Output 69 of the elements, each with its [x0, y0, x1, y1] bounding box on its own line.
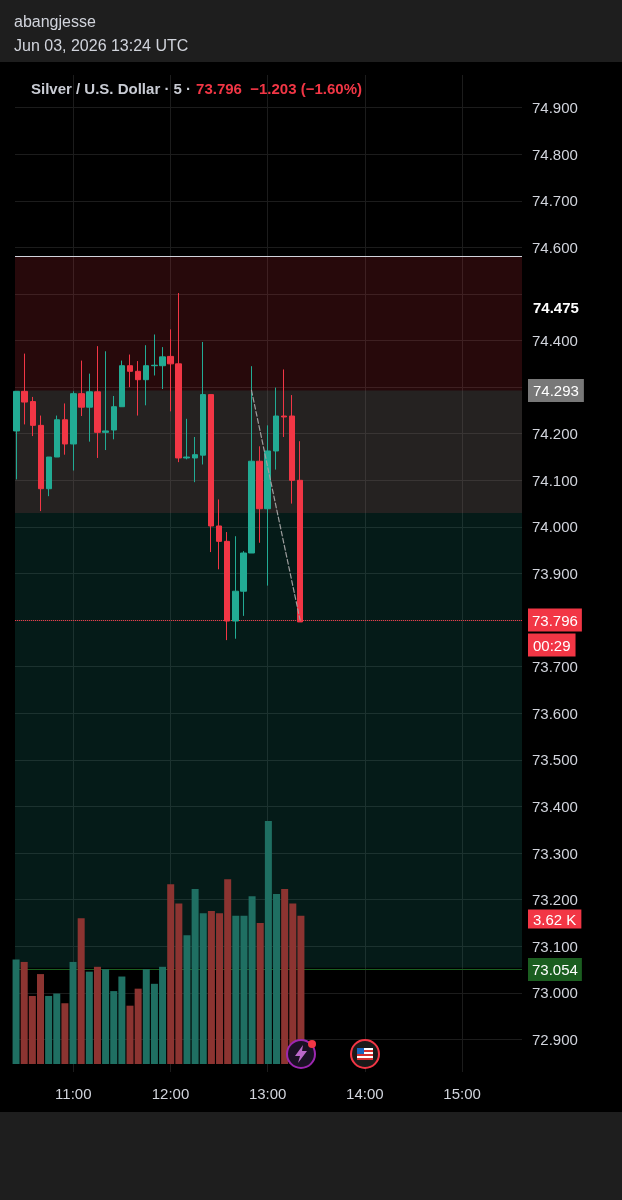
y-tick-label: 73.000	[532, 984, 578, 1002]
y-tick-label: 74.600	[532, 238, 578, 256]
bar	[93, 966, 101, 1064]
y-tick-label: 73.900	[532, 565, 578, 582]
y-tick-label: 74.800	[532, 145, 578, 163]
y-tick-label: 74.400	[532, 332, 578, 350]
x-tick-label: 11:00	[55, 1085, 92, 1102]
y-tick-label: 73.600	[532, 704, 578, 722]
candlestick	[13, 390, 20, 480]
x-tick-label: 14:00	[346, 1085, 384, 1102]
bar	[248, 896, 256, 1064]
x-tick-label: 12:00	[151, 1085, 190, 1102]
chart-subtitle: 73.796 −1.203 (−1.60%)	[196, 79, 363, 97]
candlestick	[183, 418, 190, 460]
candlestick	[46, 456, 52, 497]
y-tick-label: 73.200	[532, 891, 578, 909]
chart-title: Silver / U.S. Dollar · 5 ·	[31, 79, 192, 97]
candlestick	[135, 360, 141, 417]
y-tick-label: 74.700	[532, 192, 578, 210]
x-tick-label: 15:00	[443, 1085, 481, 1102]
y-tick-label: 74.200	[532, 425, 578, 443]
ref-line-label: 73.054	[532, 961, 578, 978]
candlestick	[200, 341, 206, 465]
text: abangjesse	[14, 12, 97, 32]
x-tick-label: 13:00	[248, 1085, 287, 1102]
candlestick	[273, 387, 279, 471]
y-tick-label: 73.400	[532, 797, 578, 815]
bar	[12, 959, 20, 1064]
candlestick	[21, 353, 28, 425]
candlestick	[30, 396, 36, 437]
candlestick	[192, 436, 198, 483]
y-tick-label: 74.000	[532, 518, 578, 536]
y-tick-label: 74.900	[532, 99, 578, 117]
candlestick	[86, 373, 93, 443]
candlestick	[38, 415, 44, 512]
candlestick	[119, 360, 125, 408]
ref-line-label: 73.796	[532, 611, 578, 629]
y-tick-label: 73.300	[532, 844, 578, 862]
candlestick	[62, 402, 68, 456]
candlestick	[264, 424, 271, 587]
candlestick	[78, 360, 85, 417]
candlestick	[289, 394, 295, 505]
candlestick	[216, 498, 222, 570]
candlestick	[70, 390, 77, 472]
text: 3.62 K	[533, 910, 577, 928]
candlestick	[208, 394, 214, 553]
candlestick	[94, 345, 101, 459]
candlestick	[54, 415, 60, 458]
y-tick-label: 72.900	[532, 1030, 578, 1048]
candlestick	[127, 354, 133, 388]
y-tick-label: 74.100	[532, 471, 578, 489]
bar	[61, 1003, 69, 1064]
y-tick-label: 73.100	[532, 937, 578, 955]
candlestick	[111, 395, 117, 440]
text: 00:29	[533, 636, 571, 654]
bar	[69, 961, 77, 1064]
y-tick-label: 73.500	[532, 751, 578, 769]
candlestick	[143, 344, 149, 406]
bar	[77, 918, 85, 1064]
text: Jun 03, 2026 13:24 UTC	[14, 36, 189, 56]
text: 74.475	[533, 298, 579, 316]
y-tick-label: 73.700	[532, 658, 578, 676]
candlestick	[102, 350, 109, 451]
band-label: 74.293	[533, 381, 579, 399]
bar	[85, 971, 93, 1064]
bar	[256, 923, 264, 1064]
bar	[183, 935, 191, 1064]
candlestick	[281, 368, 287, 438]
candlestick	[256, 445, 263, 544]
